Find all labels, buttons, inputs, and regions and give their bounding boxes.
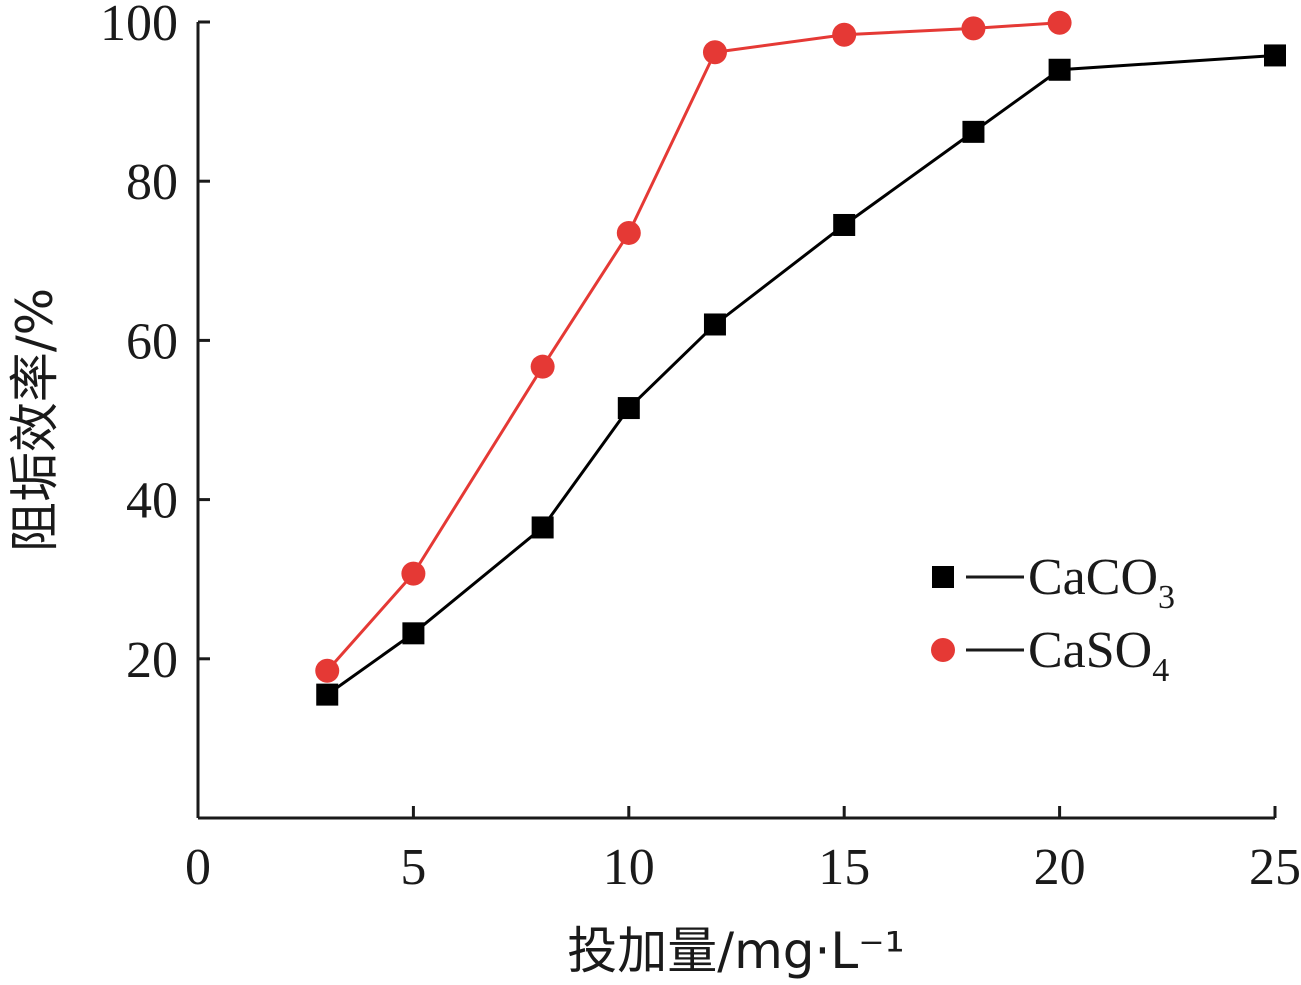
legend-item: CaCO3	[932, 549, 1175, 616]
legend-marker	[931, 638, 955, 662]
y-tick-label: 60	[126, 313, 178, 370]
data-point	[961, 16, 986, 41]
y-tick-label: 80	[126, 154, 178, 211]
data-point	[832, 22, 857, 47]
data-point	[530, 354, 555, 379]
data-point	[962, 120, 985, 143]
data-point	[617, 397, 640, 420]
legend-label: CaSO4	[1028, 622, 1169, 689]
legend-label: CaCO3	[1028, 549, 1175, 616]
x-tick-label: 0	[185, 839, 211, 896]
x-tick-label: 20	[1034, 839, 1086, 896]
x-tick-label: 15	[818, 839, 870, 896]
data-point	[316, 683, 339, 706]
data-point	[702, 40, 727, 65]
data-point	[401, 561, 426, 586]
axes	[196, 22, 1275, 820]
data-point	[616, 220, 641, 245]
data-point	[315, 658, 340, 683]
y-axis-title: 阻垢效率/%	[6, 288, 64, 552]
data-point	[1047, 10, 1072, 35]
y-tick-label: 40	[126, 473, 178, 530]
series-2	[315, 10, 1072, 683]
series-line	[326, 21, 1060, 672]
legend-item: CaSO4	[931, 622, 1169, 689]
y-tick-label: 100	[100, 0, 178, 52]
x-tick-label: 25	[1249, 839, 1301, 896]
series-1	[316, 44, 1286, 706]
ticks	[196, 20, 1277, 818]
data-point	[1264, 44, 1286, 67]
x-tick-label: 5	[400, 839, 426, 896]
x-axis-title: 投加量/mg·L⁻¹	[567, 922, 904, 980]
series-layer	[315, 10, 1286, 706]
y-tick-label: 20	[126, 632, 178, 689]
data-point	[531, 516, 554, 539]
legend-marker	[932, 566, 954, 588]
x-tick-label: 10	[603, 839, 655, 896]
data-point	[833, 213, 856, 236]
data-point	[402, 622, 425, 645]
data-point	[703, 313, 726, 336]
tick-labels: 0 5 10 15 20 25 20 40 60 80 100	[100, 0, 1301, 896]
data-point	[1048, 58, 1071, 81]
